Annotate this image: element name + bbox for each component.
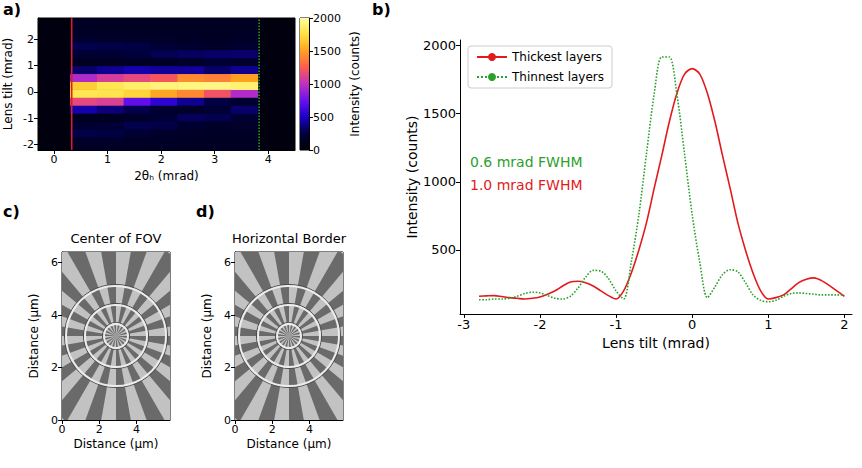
svg-text:0: 0	[27, 85, 34, 98]
svg-text:0: 0	[688, 317, 696, 332]
svg-text:6: 6	[224, 256, 231, 269]
svg-text:-1: -1	[610, 317, 623, 332]
svg-text:c): c)	[3, 202, 20, 221]
svg-text:4: 4	[133, 423, 140, 436]
svg-text:2000: 2000	[313, 12, 341, 25]
svg-text:Lens tilt (mrad): Lens tilt (mrad)	[602, 335, 710, 351]
svg-text:0: 0	[313, 144, 320, 157]
svg-text:2: 2	[158, 153, 165, 166]
svg-text:2: 2	[224, 361, 231, 374]
svg-text:Center of FOV: Center of FOV	[71, 231, 162, 246]
svg-text:a): a)	[3, 0, 21, 19]
svg-text:2: 2	[269, 423, 276, 436]
svg-text:0: 0	[224, 414, 231, 427]
svg-text:4: 4	[51, 309, 58, 322]
svg-text:1500: 1500	[423, 106, 456, 121]
svg-text:0: 0	[51, 414, 58, 427]
svg-text:1: 1	[764, 317, 772, 332]
svg-text:2θₕ (mrad): 2θₕ (mrad)	[134, 169, 199, 183]
svg-text:-2: -2	[23, 138, 34, 151]
svg-text:1500: 1500	[313, 45, 341, 58]
svg-text:Thinnest layers: Thinnest layers	[511, 70, 604, 84]
svg-text:4: 4	[224, 309, 231, 322]
svg-text:-1: -1	[23, 112, 34, 125]
svg-text:500: 500	[431, 242, 456, 257]
svg-text:Intensity (counts): Intensity (counts)	[404, 115, 420, 238]
svg-text:2000: 2000	[423, 38, 456, 53]
svg-text:0.6 mrad FWHM: 0.6 mrad FWHM	[470, 154, 583, 170]
svg-text:Horizontal Border: Horizontal Border	[232, 231, 347, 246]
svg-text:Distance (µm): Distance (µm)	[27, 294, 41, 379]
svg-text:-2: -2	[533, 317, 546, 332]
svg-text:4: 4	[306, 423, 313, 436]
svg-text:1: 1	[104, 153, 111, 166]
svg-text:0: 0	[59, 423, 66, 436]
svg-text:2: 2	[27, 33, 34, 46]
svg-text:1000: 1000	[313, 78, 341, 91]
svg-text:d): d)	[196, 202, 215, 221]
svg-text:-3: -3	[457, 317, 470, 332]
svg-text:Distance (µm): Distance (µm)	[200, 294, 214, 379]
svg-text:Intensity (counts): Intensity (counts)	[348, 31, 362, 137]
svg-text:0: 0	[232, 423, 239, 436]
svg-text:Lens tilt (mrad): Lens tilt (mrad)	[1, 38, 15, 130]
svg-text:500: 500	[313, 111, 334, 124]
svg-text:3: 3	[211, 153, 218, 166]
svg-text:1: 1	[27, 59, 34, 72]
svg-text:1000: 1000	[423, 174, 456, 189]
svg-text:2: 2	[96, 423, 103, 436]
svg-text:0: 0	[51, 153, 58, 166]
svg-text:Distance (µm): Distance (µm)	[247, 437, 332, 451]
svg-text:Thickest layers: Thickest layers	[511, 50, 602, 64]
svg-text:1.0 mrad FWHM: 1.0 mrad FWHM	[470, 177, 583, 193]
svg-text:b): b)	[372, 0, 391, 19]
svg-text:Distance (µm): Distance (µm)	[74, 437, 159, 451]
svg-text:4: 4	[265, 153, 272, 166]
svg-text:6: 6	[51, 256, 58, 269]
svg-text:2: 2	[51, 361, 58, 374]
svg-text:2: 2	[840, 317, 848, 332]
